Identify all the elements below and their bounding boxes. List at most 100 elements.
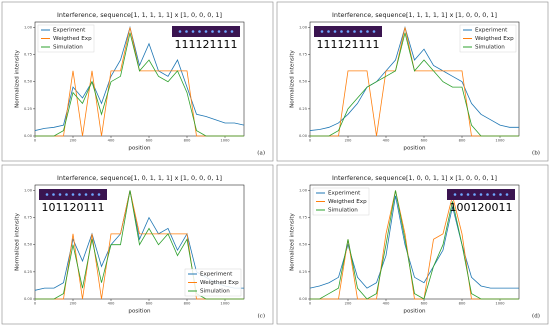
x-tick-label: 600 <box>146 139 154 143</box>
panel-label: (d) <box>532 313 540 320</box>
inset-spot <box>499 193 502 196</box>
y-tick-label: 0.75 <box>299 53 307 57</box>
legend-label: Experiment <box>200 272 233 278</box>
y-tick-label: 0.50 <box>24 243 33 247</box>
series-line <box>35 32 244 137</box>
x-tick-label: 0 <box>309 139 312 143</box>
inset-spot <box>71 193 75 196</box>
x-tick-label: 1000 <box>220 139 230 143</box>
x-tick-label: 0 <box>309 302 312 306</box>
inset-spot <box>466 193 470 196</box>
legend-label: Weigthed Exp <box>475 36 514 42</box>
y-tick-label: 0.50 <box>299 80 308 84</box>
y-tick-label: 0.00 <box>24 134 33 138</box>
inset-spot <box>191 30 195 33</box>
series-line <box>35 190 244 300</box>
x-tick-label: 600 <box>421 302 429 306</box>
x-axis-label: position <box>128 309 151 315</box>
inset-spot <box>84 193 88 196</box>
x-tick-label: 200 <box>70 302 78 306</box>
series-line <box>310 32 519 137</box>
inset-spot <box>486 193 489 196</box>
y-tick-label: 0.25 <box>299 270 307 274</box>
inset-label: 101120111 <box>42 201 105 214</box>
y-tick-label: 1.00 <box>24 188 33 192</box>
y-tick-label: 0.00 <box>24 297 33 301</box>
series-line <box>310 190 519 300</box>
legend-label: Simulation <box>475 45 505 51</box>
x-tick-label: 200 <box>70 139 78 143</box>
panel-label: (b) <box>532 150 540 157</box>
y-axis-label: Normalized intensity <box>290 49 296 107</box>
inset-spot <box>45 193 49 196</box>
inset-spot <box>211 30 214 33</box>
panel: Interference, sequence[1, 0, 0, 1, 1] x … <box>276 164 549 325</box>
y-axis-label: Normalized intensity <box>290 212 296 270</box>
panel-border <box>1 164 274 325</box>
y-tick-label: 0.75 <box>24 53 32 57</box>
inset-spot <box>97 193 101 196</box>
x-tick-label: 1000 <box>495 302 505 306</box>
x-tick-label: 200 <box>345 302 353 306</box>
inset-spot <box>178 30 182 33</box>
y-tick-label: 1.00 <box>24 25 33 29</box>
y-tick-label: 0.25 <box>24 107 32 111</box>
inset-spot <box>327 30 330 33</box>
inset-spot <box>453 193 457 196</box>
inset-spot <box>359 30 363 33</box>
x-tick-label: 600 <box>421 139 429 143</box>
x-tick-label: 0 <box>34 139 37 143</box>
legend-label: Experiment <box>328 191 361 197</box>
inset-spot <box>492 193 496 196</box>
inset-spot <box>473 193 476 196</box>
inset-spot <box>460 193 463 196</box>
x-tick-label: 400 <box>383 139 391 143</box>
y-tick-label: 0.50 <box>299 243 308 247</box>
x-tick-label: 1000 <box>220 302 230 306</box>
inset-spot <box>372 30 376 33</box>
legend-label: Experiment <box>53 28 86 34</box>
y-axis-label: Normalized intensity <box>15 212 21 270</box>
x-tick-label: 400 <box>383 302 391 306</box>
inset-spot <box>479 193 483 196</box>
inset-spot <box>346 30 350 33</box>
y-tick-label: 1.00 <box>299 188 308 192</box>
inset-spot <box>333 30 337 33</box>
y-tick-label: 0.25 <box>24 270 32 274</box>
y-tick-label: 0.75 <box>24 216 32 220</box>
legend-label: Weigthed Exp <box>53 36 92 42</box>
y-tick-label: 0.00 <box>299 297 308 301</box>
inset-spot <box>505 193 509 196</box>
inset-spot <box>65 193 68 196</box>
panel: Interference, sequence[1, 1, 1, 1, 1] x … <box>276 1 549 162</box>
x-axis-label: position <box>403 146 426 152</box>
x-tick-label: 0 <box>34 302 37 306</box>
x-tick-label: 600 <box>146 302 154 306</box>
legend-label: Weigthed Exp <box>200 280 239 286</box>
inset-spot <box>52 193 55 196</box>
inset-spot <box>340 30 343 33</box>
x-tick-label: 400 <box>108 302 116 306</box>
inset-spot <box>58 193 62 196</box>
inset-spot <box>224 30 227 33</box>
panel: Interference, sequence[1, 1, 1, 1, 1] x … <box>1 1 274 162</box>
inset-spot <box>185 30 188 33</box>
plot-frame <box>309 21 520 137</box>
y-axis-label: Normalized intensity <box>15 49 21 107</box>
x-tick-label: 800 <box>459 139 467 143</box>
x-tick-label: 1000 <box>495 139 505 143</box>
plot-frame <box>34 21 245 137</box>
panel: Interference, sequence[1, 0, 1, 1, 1] x … <box>1 164 274 325</box>
inset-spot <box>91 193 94 196</box>
legend-label: Simulation <box>200 289 230 295</box>
inset-spot <box>366 30 369 33</box>
y-tick-label: 1.00 <box>299 25 308 29</box>
chart-title: Interference, sequence[1, 1, 1, 1, 1] x … <box>332 11 497 19</box>
chart-title: Interference, sequence[1, 0, 0, 1, 1] x … <box>332 174 497 182</box>
inset-label: 111121111 <box>317 38 380 51</box>
x-axis-label: position <box>128 146 151 152</box>
plot-frame <box>34 184 245 300</box>
chart-title: Interference, sequence[1, 0, 1, 1, 1] x … <box>57 174 222 182</box>
y-tick-label: 0.00 <box>299 134 308 138</box>
